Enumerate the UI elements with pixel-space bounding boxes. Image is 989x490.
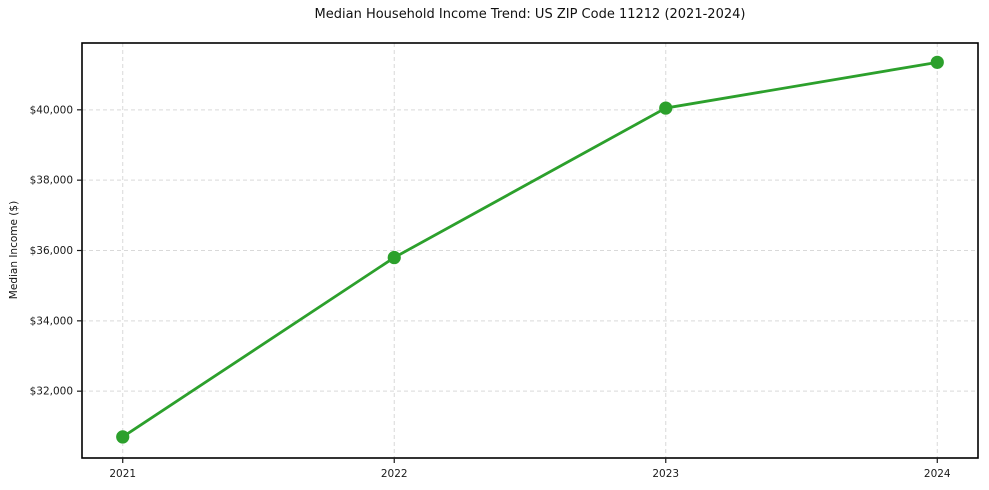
series-line xyxy=(121,60,939,439)
y-tick-label: $34,000 xyxy=(30,315,73,327)
x-tick-label: 2021 xyxy=(109,468,136,480)
data-point-2024 xyxy=(930,55,944,69)
y-tick-label: $40,000 xyxy=(30,104,73,116)
y-tick-label: $32,000 xyxy=(30,386,73,398)
x-tick-label: 2023 xyxy=(652,468,679,480)
y-tick-label: $38,000 xyxy=(30,175,73,187)
data-point-2023 xyxy=(659,101,673,115)
data-point-2021 xyxy=(116,430,130,444)
y-tick-label: $36,000 xyxy=(30,245,73,257)
chart-title: Median Household Income Trend: US ZIP Co… xyxy=(314,7,746,22)
data-point-2022 xyxy=(387,250,401,265)
x-tick-label: 2022 xyxy=(381,468,408,480)
x-tick-label: 2024 xyxy=(924,468,951,480)
